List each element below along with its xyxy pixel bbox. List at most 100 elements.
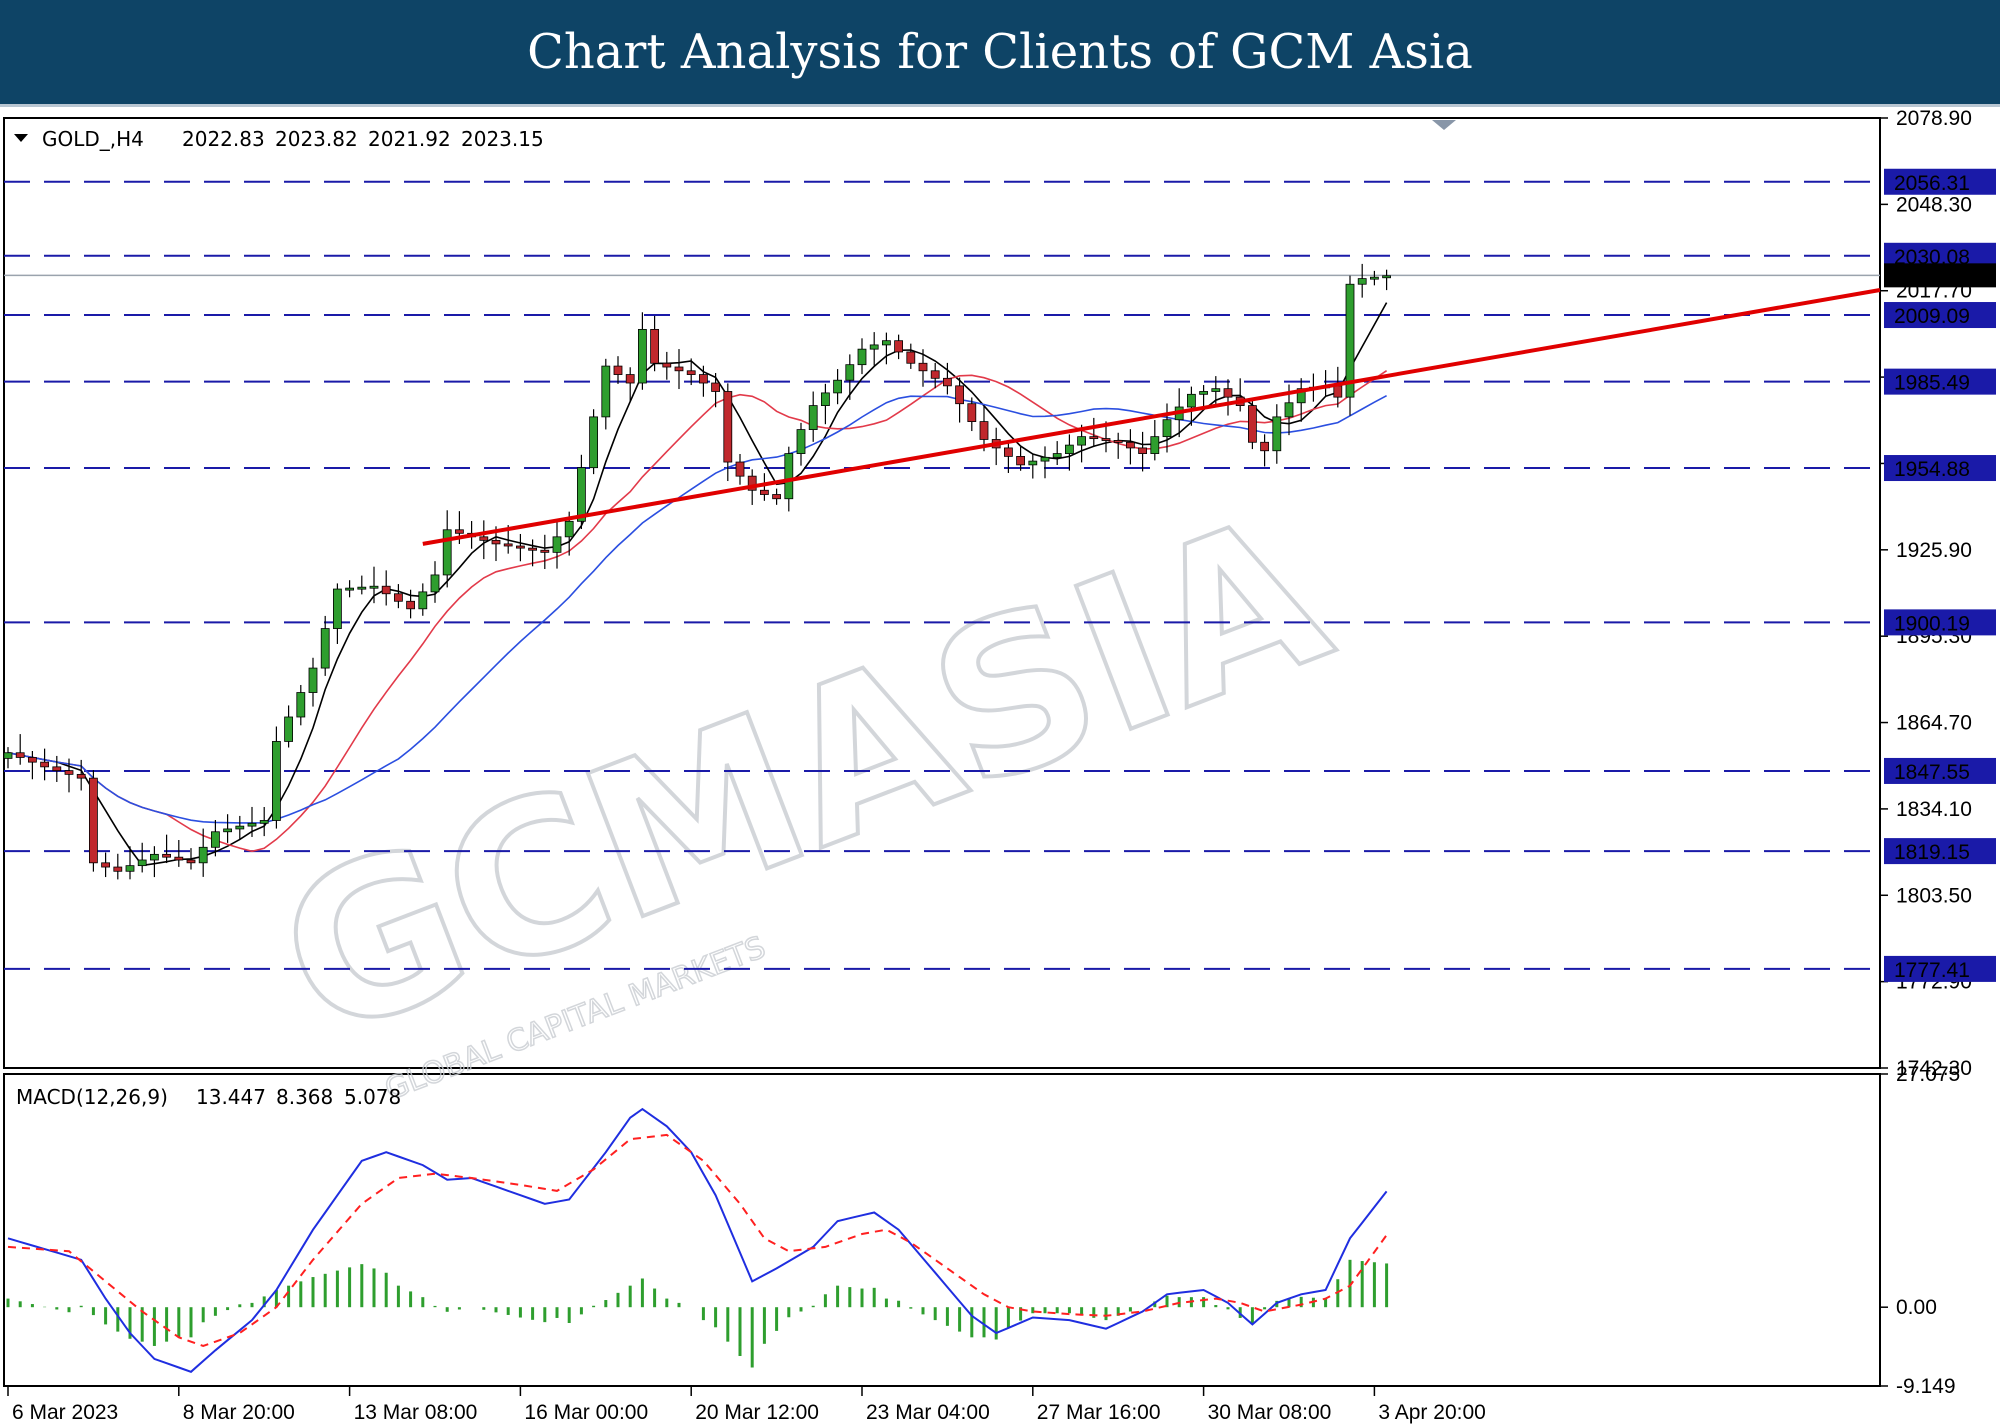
- level-label-box: [1884, 955, 1996, 982]
- candle-body: [76, 773, 86, 779]
- macd-tick-label: 27.075: [1896, 1063, 1960, 1086]
- candle-body: [711, 382, 720, 392]
- candle-body: [320, 628, 330, 669]
- candle-body: [1138, 447, 1147, 454]
- candle-body: [1113, 440, 1123, 443]
- price-tick-label: 2078.90: [1896, 107, 1972, 130]
- candle-body: [821, 392, 830, 406]
- menu-triangle-icon[interactable]: [14, 134, 28, 142]
- candle-body: [198, 846, 208, 864]
- candle-body: [113, 866, 123, 872]
- candle-body: [89, 777, 98, 864]
- candle-body: [503, 543, 513, 547]
- candle-body: [930, 370, 940, 379]
- current-price-label: 2023.15: [1894, 265, 1970, 288]
- candle-body: [223, 828, 233, 833]
- price-tick-label: 1864.70: [1896, 712, 1972, 735]
- candle-body: [284, 716, 294, 742]
- price-tick-label: 1742.30: [1896, 1057, 1972, 1080]
- candle-body: [1284, 402, 1294, 418]
- candle-body: [601, 365, 611, 418]
- candle-body: [40, 761, 49, 768]
- candle-body: [735, 461, 745, 477]
- candle-body: [979, 421, 989, 440]
- candle-body: [345, 587, 355, 591]
- candle-body: [613, 365, 623, 375]
- current-price-box: [1884, 263, 1996, 288]
- candle-body: [552, 536, 562, 553]
- candle-body: [406, 600, 416, 610]
- macd-signal-value: 8.368: [276, 1085, 333, 1109]
- candle-body: [772, 494, 781, 500]
- level-label: 2056.31: [1894, 172, 1970, 195]
- level-label: 1777.41: [1894, 959, 1970, 982]
- candle-body: [491, 539, 501, 545]
- candle-body: [247, 822, 257, 827]
- candle-body: [1199, 391, 1208, 395]
- candle-body: [210, 831, 220, 848]
- candle-body: [1382, 275, 1391, 279]
- candle-body: [357, 586, 367, 590]
- level-label: 1954.88: [1894, 458, 1970, 481]
- time-tick-label: 6 Mar 2023: [12, 1401, 118, 1424]
- candle-body: [1211, 388, 1221, 392]
- trendline-line: [422, 288, 1881, 546]
- candle-body: [1333, 385, 1343, 398]
- candle-body: [27, 757, 37, 763]
- time-tick-label: 27 Mar 16:00: [1037, 1401, 1161, 1424]
- candle-body: [1040, 456, 1050, 462]
- candle-body: [882, 340, 891, 346]
- level-label: 2009.09: [1894, 305, 1970, 328]
- candle-body: [1016, 455, 1025, 466]
- time-axis: 6 Mar 2023 8 Mar 20:00 13 Mar 08:00 16 Mar …: [7, 1386, 1486, 1424]
- candle-body: [1052, 453, 1062, 458]
- candle-body: [723, 391, 733, 463]
- candle-body: [894, 340, 903, 353]
- candle-body: [1370, 276, 1379, 280]
- shift-marker-icon[interactable]: [1432, 120, 1456, 130]
- candle-body: [796, 429, 806, 454]
- time-tick-label: 3 Apr 20:00: [1378, 1401, 1485, 1424]
- time-tick-label: 30 Mar 08:00: [1208, 1401, 1332, 1424]
- ohlc-open: 2022.83: [182, 127, 265, 151]
- time-tick-label: 13 Mar 08:00: [354, 1401, 478, 1424]
- candle-body: [381, 585, 391, 595]
- candle-body: [577, 467, 586, 522]
- candle-body: [235, 825, 245, 830]
- macd-hist-value: 5.078: [344, 1085, 401, 1109]
- ohlc-high: 2023.82: [275, 127, 358, 151]
- level-label: 1847.55: [1894, 761, 1970, 784]
- macd-line: [7, 1107, 1388, 1373]
- candle-body: [857, 348, 867, 366]
- candle-body: [516, 545, 525, 549]
- candle-body: [137, 859, 147, 867]
- level-label: 1900.19: [1894, 612, 1970, 635]
- ohlc-close: 2023.15: [461, 127, 544, 151]
- price-panel: [3, 117, 1881, 1069]
- price-tick-label: 1834.10: [1896, 798, 1972, 821]
- candle-body: [906, 351, 916, 364]
- candle-body: [1126, 441, 1135, 449]
- level-label-box: [1884, 168, 1996, 195]
- candle-body: [64, 770, 74, 775]
- candle-body: [101, 862, 110, 868]
- candle-body: [1101, 438, 1111, 441]
- candle-body: [52, 766, 62, 772]
- time-tick-label: 8 Mar 20:00: [183, 1401, 295, 1424]
- macd-value: 13.447: [196, 1085, 266, 1109]
- candle-body: [308, 667, 318, 693]
- candle-body: [479, 536, 489, 541]
- candle-body: [332, 588, 342, 629]
- candle-body: [393, 593, 403, 602]
- candle-body: [442, 529, 452, 576]
- candle-body: [1260, 441, 1269, 452]
- candle-body: [454, 529, 464, 534]
- level-label: 1819.15: [1894, 841, 1970, 864]
- price-tick-label: 1803.50: [1896, 884, 1972, 907]
- trendline: [422, 288, 1881, 546]
- level-label-box: [1884, 368, 1996, 395]
- candle-body: [430, 574, 440, 593]
- candle-body: [845, 364, 855, 381]
- candle-body: [747, 475, 757, 491]
- candle-body: [650, 328, 659, 364]
